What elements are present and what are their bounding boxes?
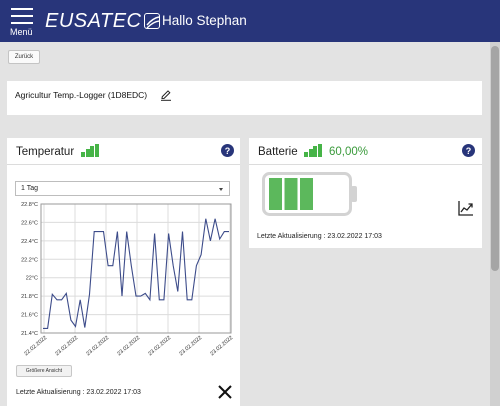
time-range-select[interactable]: 1 Tag <box>15 181 230 196</box>
signal-strength-icon <box>81 144 99 157</box>
x-tick-label: 23.02.2022 <box>85 335 110 357</box>
hamburger-icon-bar <box>11 22 33 24</box>
help-icon[interactable]: ? <box>221 144 234 157</box>
top-bar: Menü EUSATEC Hallo Stephan <box>0 0 500 42</box>
temperature-series-line <box>43 218 229 329</box>
y-tick-label: 22.4°C <box>21 239 38 245</box>
battery-level-icon <box>262 172 357 216</box>
page-scrollbar[interactable] <box>490 42 500 406</box>
battery-title: Batterie <box>258 146 298 158</box>
x-tick-label: 22.02.2022 <box>23 335 48 357</box>
scrollbar-thumb[interactable] <box>491 46 499 271</box>
battery-last-update: Letzte Aktualisierung : 23.02.2022 17:03 <box>257 233 382 240</box>
battery-percent: 60,00% <box>329 146 369 158</box>
temperature-card-header: Temperatur ? <box>7 138 240 165</box>
x-tick-label: 23.02.2022 <box>178 335 203 357</box>
x-tick-label: 23.02.2022 <box>116 335 141 357</box>
plot-frame <box>40 203 232 334</box>
device-name: Agricultur Temp.-Logger (1D8EDC) <box>15 90 148 100</box>
logo-mark-icon <box>144 13 161 29</box>
x-tick-label: 23.02.2022 <box>54 335 79 357</box>
battery-card-header: Batterie 60,00% ? <box>249 138 482 165</box>
greeting: Hallo Stephan <box>162 13 247 28</box>
temperature-last-update: Letzte Aktualisierung : 23.02.2022 17:03 <box>16 389 141 396</box>
time-range-value: 1 Tag <box>21 185 38 192</box>
x-tick-label: 23.02.2022 <box>147 335 172 357</box>
y-tick-label: 21.6°C <box>21 313 38 319</box>
device-card: Agricultur Temp.-Logger (1D8EDC) <box>7 81 482 115</box>
temperature-chart: 21.4°C 21.6°C 21.8°C 22°C 22.2°C 22.4°C 22.6°C… <box>21 202 234 357</box>
y-tick-label: 22.8°C <box>21 202 38 208</box>
logo-text: EUSATEC <box>45 9 142 32</box>
menu-button[interactable]: Menü <box>9 6 39 38</box>
y-tick-label: 21.8°C <box>21 294 38 300</box>
battery-cell <box>269 178 282 210</box>
y-tick-label: 22.6°C <box>21 220 38 226</box>
enlarge-view-button[interactable]: Größere Ansicht <box>16 365 72 377</box>
hamburger-icon <box>11 8 33 10</box>
battery-cell <box>300 178 313 210</box>
menu-label: Menü <box>10 27 33 37</box>
temperature-title: Temperatur <box>16 146 75 158</box>
temperature-card: Temperatur ? 1 Tag 21.4°C 21.6°C 21.8°C 22°… <box>7 138 240 406</box>
x-tick-label: 23.02.2022 <box>209 335 234 357</box>
hamburger-icon-bar <box>11 15 33 17</box>
eusatec-logo[interactable]: EUSATEC <box>45 9 161 33</box>
back-button[interactable]: Zurück <box>8 50 40 64</box>
edit-pencil-icon[interactable] <box>160 89 172 101</box>
help-icon[interactable]: ? <box>462 144 475 157</box>
signal-strength-icon <box>304 144 322 157</box>
close-icon[interactable] <box>217 384 233 400</box>
y-tick-label: 21.4°C <box>21 331 38 337</box>
y-tick-label: 22°C <box>26 276 38 282</box>
chevron-down-icon <box>219 188 223 191</box>
trend-chart-icon[interactable] <box>458 200 474 216</box>
battery-cell <box>284 178 298 210</box>
battery-card: Batterie 60,00% ? Letzte Aktualisierung … <box>249 138 482 248</box>
y-tick-label: 22.2°C <box>21 257 38 263</box>
